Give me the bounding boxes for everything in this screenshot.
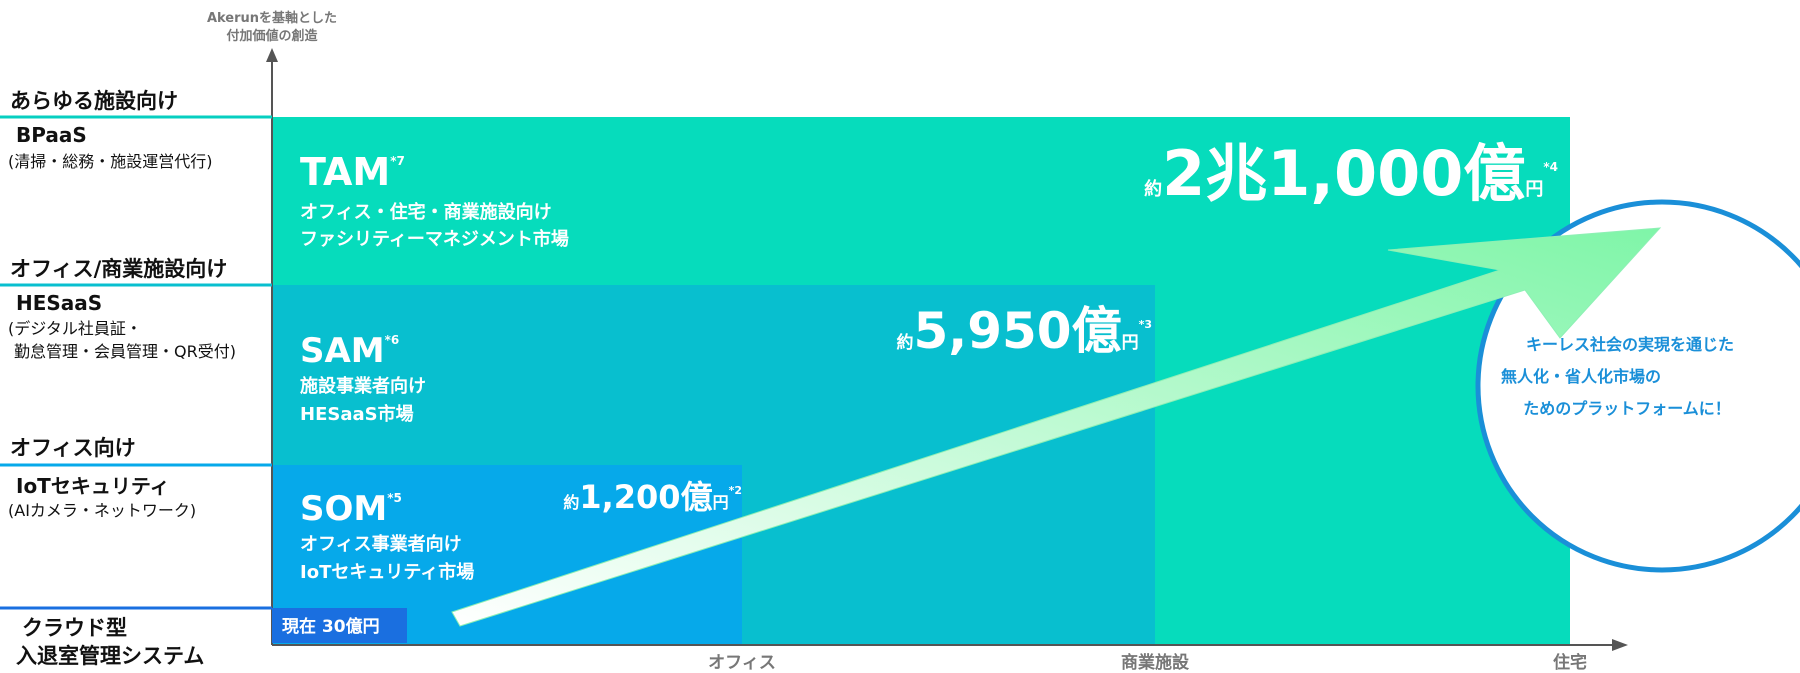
market-label: SAM*6: [300, 331, 399, 371]
level-desc: 勤怠管理・会員管理・QR受付): [14, 342, 236, 361]
market-size: 約1,200億円*2: [563, 478, 742, 516]
unit: 円: [1122, 333, 1139, 353]
y-arrow: [266, 48, 278, 62]
label: SAM: [300, 331, 385, 371]
market-size: 約2兆1,000億円*4: [1144, 137, 1558, 210]
current-box: [272, 608, 407, 643]
level-name: HESaaS: [16, 291, 102, 315]
sam: SAM*6 施設事業者向け HESaaS市場 約5,950億円*3: [300, 302, 1152, 425]
prefix: 約: [1144, 178, 1162, 200]
scope: オフィス向け: [10, 436, 136, 460]
prefix: 約: [563, 493, 579, 512]
market-label: SOM*5: [300, 489, 402, 529]
market-desc: オフィス事業者向け: [300, 533, 462, 555]
level-name: IoTセキュリティ: [16, 474, 170, 498]
vision: 無人化・省人化市場の: [1501, 367, 1661, 386]
market-desc: 施設事業者向け: [300, 375, 426, 397]
x-label: 商業施設: [1121, 652, 1190, 673]
label: SOM: [300, 489, 387, 529]
note: *7: [390, 154, 405, 168]
x-label: オフィス: [708, 653, 776, 673]
x-arrow: [1612, 639, 1628, 651]
vision: ためのプラットフォームに！: [1523, 399, 1731, 418]
market-size: 約5,950億円*3: [896, 302, 1152, 360]
note: *5: [387, 491, 402, 505]
unit: 円: [1525, 179, 1543, 200]
level-name: 入退室管理システム: [16, 644, 204, 668]
note: *4: [1543, 160, 1558, 174]
y-title: 付加価値の創造: [226, 28, 318, 44]
size: 1,200億: [579, 478, 712, 516]
som: SOM*5 オフィス事業者向け IoTセキュリティ市場 約1,200億円*2: [300, 478, 742, 583]
market-desc: オフィス・住宅・商業施設向け: [300, 201, 552, 223]
market-desc: IoTセキュリティ市場: [300, 561, 474, 583]
note: *6: [385, 333, 400, 347]
current: 現在 30億円: [282, 616, 380, 637]
level-desc: (清掃・総務・施設運営代行): [8, 152, 213, 171]
tam: TAM*7 オフィス・住宅・商業施設向け ファシリティーマネジメント市場 約2兆…: [300, 137, 1558, 250]
market-desc: HESaaS市場: [300, 403, 414, 425]
x-label: 住宅: [1553, 652, 1587, 673]
level-name: BPaaS: [16, 123, 87, 147]
prefix: 約: [896, 332, 913, 353]
size: 5,950億: [913, 302, 1121, 360]
label: TAM: [300, 150, 390, 194]
growth-arrow: [451, 227, 1662, 627]
scope: オフィス/商業施設向け: [10, 257, 227, 281]
note: *2: [729, 484, 742, 497]
level-desc: (デジタル社員証・: [8, 319, 142, 338]
scope: あらゆる施設向け: [10, 89, 178, 113]
note: *3: [1139, 318, 1152, 331]
level-desc: (AIカメラ・ネットワーク): [8, 501, 196, 520]
level-name: クラウド型: [22, 616, 127, 640]
market-label: TAM*7: [300, 150, 405, 194]
y-title: Akerunを基軸とした: [207, 10, 337, 26]
unit: 円: [713, 493, 729, 512]
market-desc: ファシリティーマネジメント市場: [300, 228, 569, 250]
vision: キーレス社会の実現を通じた: [1526, 335, 1734, 354]
size: 2兆1,000億: [1162, 137, 1525, 210]
